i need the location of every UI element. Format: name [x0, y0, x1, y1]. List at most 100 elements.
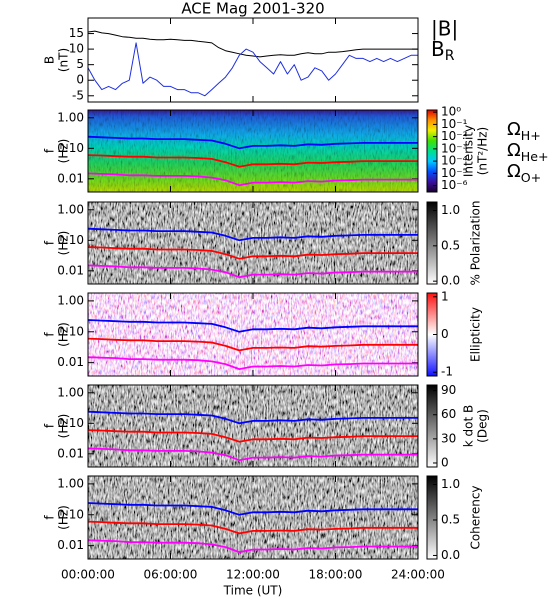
spectrogram-background	[88, 476, 418, 559]
panel-frame	[87, 17, 419, 103]
colorbar-tick-label: 0.0	[441, 548, 460, 562]
spectrogram-texture	[88, 110, 418, 192]
y-axis-label: f	[43, 423, 57, 428]
colorbar-tick-label: 0.5	[441, 238, 460, 252]
y-tick-label: -5	[72, 88, 84, 102]
colorbar-tick-label: 10⁻⁶	[441, 178, 468, 192]
y-axis-label: (Hz)	[57, 139, 71, 164]
y-tick-label: 0.01	[57, 538, 84, 552]
gyrofrequency-line	[87, 246, 418, 260]
gyrofrequency-line	[87, 429, 418, 443]
y-tick-label: 0.10	[57, 416, 84, 430]
y-tick-label: 15	[69, 26, 84, 40]
y-axis-label: f	[43, 148, 57, 153]
gyrofrequency-line	[87, 447, 418, 462]
colorbar-tick-label: 0	[441, 455, 449, 469]
panel-frame	[87, 109, 419, 193]
y-tick-label: 0.01	[57, 446, 84, 460]
colorbar-tick-label: 10⁻⁴	[441, 154, 468, 168]
colorbar-tick-label: 1.0	[441, 203, 460, 217]
colorbar-label: Intensity	[462, 125, 476, 177]
spectrogram-background	[88, 202, 418, 284]
y-axis-label: f	[43, 240, 57, 245]
colorbar-label: Ellipticity	[469, 307, 483, 362]
y-axis-label: (Hz)	[57, 231, 71, 256]
colorbar-tick-label: 10⁻⁵	[441, 166, 468, 180]
gyrofrequency-line	[87, 502, 418, 516]
panel-frame	[87, 384, 419, 468]
x-tick-label: 18:00:00	[309, 568, 363, 582]
legend-entry: ΩHe+	[507, 140, 549, 164]
gyrofrequency-line	[87, 227, 418, 242]
y-tick-label: 0.10	[57, 507, 84, 521]
y-tick-label: 1.00	[57, 293, 84, 307]
x-axis-label: Time (UT)	[223, 584, 283, 598]
y-tick-label: 1.00	[57, 202, 84, 216]
y-tick-label: 0.01	[57, 263, 84, 277]
colorbar-tick-label: 10⁻³	[441, 141, 468, 155]
colorbar-tick-label: 10⁰	[441, 105, 461, 119]
gyrofrequency-line	[87, 410, 418, 425]
legend-entry: ΩO+	[507, 161, 541, 185]
y-tick-label: 1.00	[57, 110, 84, 124]
x-tick-label: 12:00:00	[226, 568, 280, 582]
y-tick-label: 0.01	[57, 355, 84, 369]
x-tick-label: 06:00:00	[144, 568, 198, 582]
colorbar-label: k dot B	[462, 405, 476, 447]
title: ACE Mag 2001-320	[181, 0, 324, 18]
y-tick-label: 0.10	[57, 324, 84, 338]
panel-frame	[87, 201, 419, 285]
y-axis-label: (nT)	[57, 48, 71, 72]
colorbar-tick-label: 90	[441, 383, 456, 397]
gyrofrequency-line	[87, 172, 418, 187]
colorbar-tick-label: -1	[441, 365, 453, 379]
colorbar	[426, 201, 438, 285]
colorbar-tick-label: 60	[441, 407, 456, 421]
data-line	[87, 30, 418, 58]
panel-frame	[87, 292, 419, 377]
y-tick-label: 0.10	[57, 141, 84, 155]
y-tick-label: 0.01	[57, 171, 84, 185]
colorbar-tick-label: 0.5	[441, 512, 460, 526]
colorbar-tick-label: 0	[441, 327, 449, 341]
y-axis-label: (Hz)	[57, 505, 71, 530]
gyrofrequency-line	[87, 539, 418, 553]
gyrofrequency-line	[87, 264, 418, 279]
panel-frame	[87, 475, 419, 560]
legend-entry: BR	[431, 37, 455, 65]
data-line	[87, 42, 418, 97]
y-tick-label: 0	[76, 73, 84, 87]
y-tick-label: 1.00	[57, 476, 84, 490]
y-tick-label: 0.10	[57, 233, 84, 247]
gyrofrequency-line	[87, 337, 418, 352]
colorbar	[426, 109, 438, 193]
x-tick-label: 24:00:00	[391, 568, 445, 582]
y-axis-label: (Hz)	[57, 322, 71, 347]
y-tick-label: 5	[76, 57, 84, 71]
legend-entry: |B|	[431, 17, 458, 41]
colorbar-label: (Deg)	[476, 409, 490, 443]
colorbar-tick-label: 1.0	[441, 477, 460, 491]
y-axis-label: B	[43, 56, 57, 64]
colorbar-tick-label: 30	[441, 431, 456, 445]
colorbar-label: Coherency	[469, 485, 483, 549]
gyrofrequency-line	[87, 356, 418, 370]
colorbar-label: % Polarization	[469, 201, 483, 286]
y-tick-label: 1.00	[57, 385, 84, 399]
x-tick-label: 00:00:00	[61, 568, 115, 582]
colorbar-label: (nT²/Hz)	[476, 127, 490, 175]
colorbar-tick-label: 10⁻²	[441, 129, 468, 143]
gyrofrequency-line	[87, 520, 418, 535]
y-tick-label: 10	[69, 42, 84, 56]
colorbar-tick-label: 0.0	[441, 274, 460, 288]
colorbar-tick-label: 1	[441, 289, 449, 303]
colorbar	[426, 475, 438, 560]
y-axis-label: (Hz)	[57, 414, 71, 439]
y-axis-label: f	[43, 515, 57, 520]
gyrofrequency-line	[87, 319, 418, 333]
legend-entry: ΩH+	[507, 119, 541, 143]
y-axis-label: f	[43, 332, 57, 337]
spectrogram-background	[88, 385, 418, 467]
colorbar-tick-label: 10⁻¹	[441, 117, 468, 131]
